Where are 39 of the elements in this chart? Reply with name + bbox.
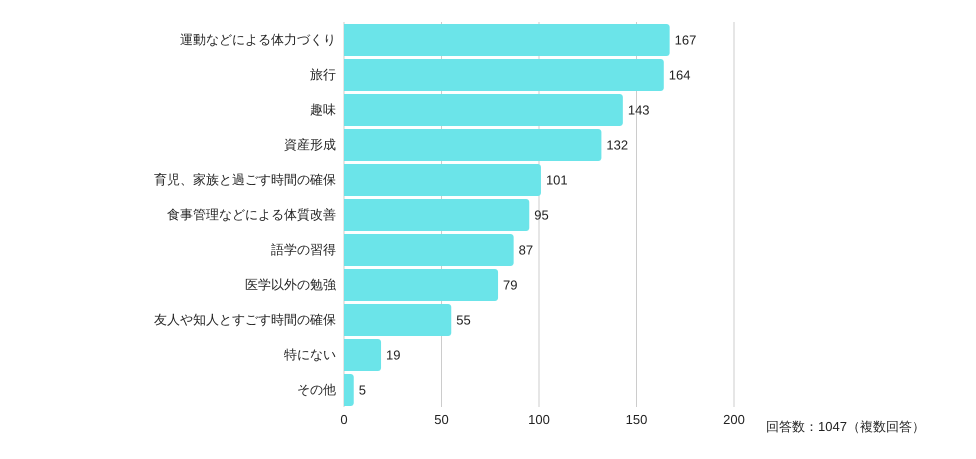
x-tick-label: 200 — [723, 412, 745, 428]
y-tick-label: 語学の習得 — [271, 242, 336, 258]
bar — [344, 199, 530, 231]
data-label: 79 — [503, 278, 518, 293]
bar — [344, 234, 514, 266]
y-tick-label: 旅行 — [310, 67, 336, 82]
y-tick-label: 特にない — [284, 347, 336, 362]
y-tick-label: その他 — [297, 382, 336, 398]
data-label: 95 — [534, 208, 549, 223]
data-label: 87 — [518, 242, 534, 258]
y-tick-label: 友人や知人とすごす時間の確保 — [154, 312, 336, 328]
bar — [344, 94, 623, 126]
bar — [344, 339, 382, 371]
y-tick-label: 運動などによる体力づくり — [180, 32, 336, 48]
data-label: 167 — [674, 32, 696, 48]
data-label: 143 — [628, 102, 650, 118]
y-tick-label: 食事管理などによる体質改善 — [167, 207, 336, 222]
text: 回答数：1047（複数回答） — [766, 418, 925, 436]
data-label: 101 — [546, 172, 568, 188]
x-tick-label: 100 — [528, 412, 550, 428]
data-label: 132 — [606, 138, 628, 153]
y-tick-label: 資産形成 — [284, 137, 336, 152]
data-label: 19 — [386, 348, 401, 363]
data-label: 5 — [358, 382, 366, 398]
bar — [344, 164, 541, 196]
bar — [344, 24, 670, 56]
y-tick-label: 医学以外の勉強 — [245, 277, 336, 292]
y-tick-label: 趣味 — [310, 102, 336, 118]
x-tick-label: 0 — [340, 412, 348, 428]
data-label: 164 — [668, 68, 691, 83]
x-tick-label: 50 — [434, 412, 449, 428]
bar — [344, 374, 354, 406]
bar — [344, 304, 452, 336]
x-tick-label: 150 — [626, 412, 648, 428]
bar — [344, 129, 602, 161]
bar — [344, 269, 498, 301]
data-label: 55 — [456, 312, 471, 328]
y-tick-label: 育児、家族と過ごす時間の確保 — [154, 172, 336, 188]
bar — [344, 59, 664, 91]
